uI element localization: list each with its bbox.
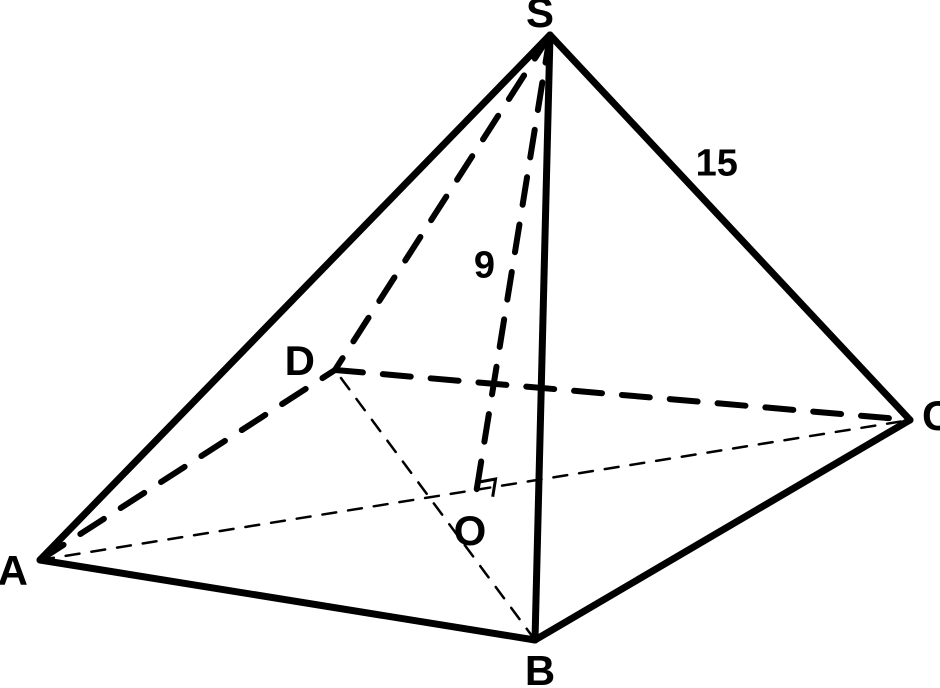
svg-text:15: 15 [696,142,738,184]
vertex-labels: S A B C D O [0,0,940,688]
svg-text:A: A [0,547,28,594]
pyramid-diagram: 15 9 S A B C D O [0,0,940,688]
svg-text:D: D [285,337,315,384]
svg-text:B: B [525,647,555,688]
svg-text:9: 9 [474,245,495,287]
svg-text:O: O [454,507,487,554]
svg-text:S: S [526,0,554,36]
svg-text:C: C [922,392,940,439]
dimension-labels: 15 9 [474,142,738,286]
